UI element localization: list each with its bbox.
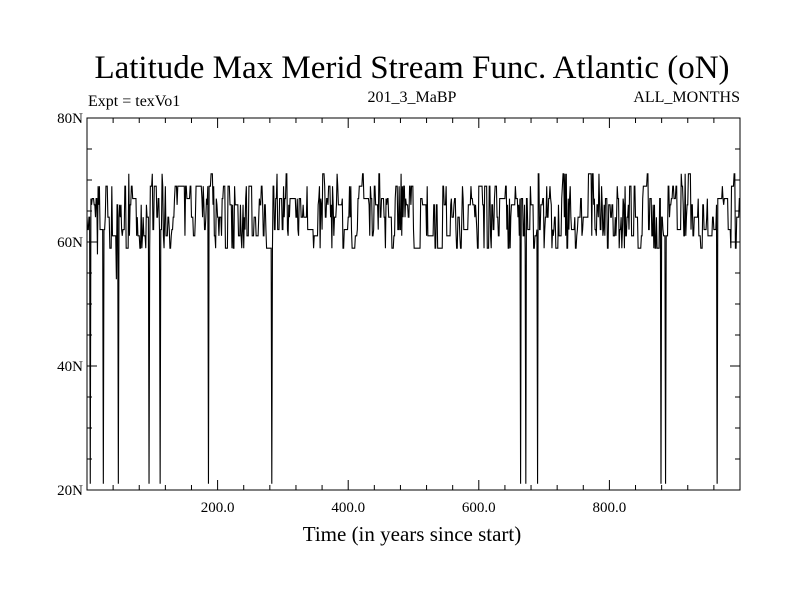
x-tick-label: 600.0 xyxy=(462,500,496,516)
series-line xyxy=(86,173,740,484)
y-tick-label: 60N xyxy=(57,235,83,251)
series-layer xyxy=(86,173,740,484)
tick-layer xyxy=(87,118,740,490)
x-tick-label: 200.0 xyxy=(201,500,235,516)
subtitle-months: ALL_MONTHS xyxy=(633,89,740,106)
subtitle-run: 201_3_MaBP xyxy=(368,89,457,106)
x-tick-label: 800.0 xyxy=(593,500,627,516)
tick-label-layer: 200.0 400.0 600.0 800.0 20N 40N 60N 80N xyxy=(57,111,626,516)
subtitle-experiment: Expt = texVo1 xyxy=(88,93,180,110)
x-tick-label: 400.0 xyxy=(331,500,365,516)
plot-frame xyxy=(86,117,741,491)
y-tick-label: 80N xyxy=(57,111,83,127)
y-tick-label: 20N xyxy=(57,483,83,499)
chart-title: Latitude Max Merid Stream Func. Atlantic… xyxy=(94,50,729,86)
x-axis-label: Time (in years since start) xyxy=(303,522,522,546)
y-tick-label: 40N xyxy=(57,359,83,375)
